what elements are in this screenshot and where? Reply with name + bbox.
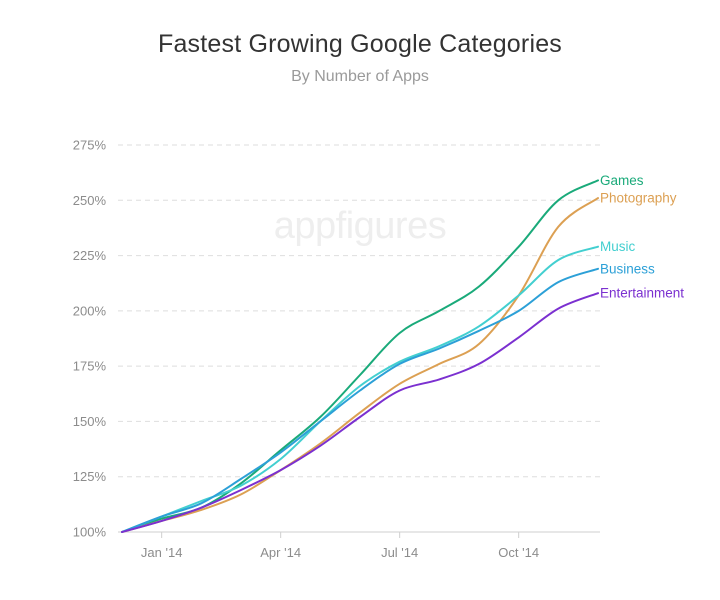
series-label-business: Business [600,261,655,276]
y-tick-label: 275% [73,138,107,153]
series-lines [121,179,599,533]
series-label-entertainment: Entertainment [600,286,684,301]
y-tick-label: 250% [73,193,107,208]
x-tick-label: Oct '14 [498,545,539,560]
series-line-music [121,245,599,533]
y-tick-label: 200% [73,303,107,318]
series-line-photography [121,197,599,533]
x-tick-label: Jan '14 [141,545,183,560]
y-tick-label: 125% [73,469,107,484]
y-tick-label: 225% [73,248,107,263]
y-tick-label: 175% [73,359,107,374]
series-label-games: Games [600,173,644,188]
y-tick-label: 150% [73,414,107,429]
watermark-text: appfigures [274,205,446,247]
x-tick-label: Jul '14 [381,545,418,560]
y-tick-label: 100% [73,525,107,540]
series-line-entertainment [121,292,599,533]
x-axis-ticks: Jan '14 Apr '14 Jul '14 Oct '14 [141,532,539,560]
series-line-business [121,267,599,533]
series-label-photography: Photography [600,191,677,206]
chart-title: Fastest Growing Google Categories [157,30,562,58]
gridlines [118,144,600,533]
y-axis-ticks: 100% 125% 150% 175% 200% 225% 250% 275% [73,138,107,540]
chart-subtitle: By Number of Apps [291,68,429,85]
series-labels: Games Photography Music Business Entertainme… [600,173,684,301]
series-label-music: Music [600,239,636,254]
x-tick-label: Apr '14 [260,545,301,560]
